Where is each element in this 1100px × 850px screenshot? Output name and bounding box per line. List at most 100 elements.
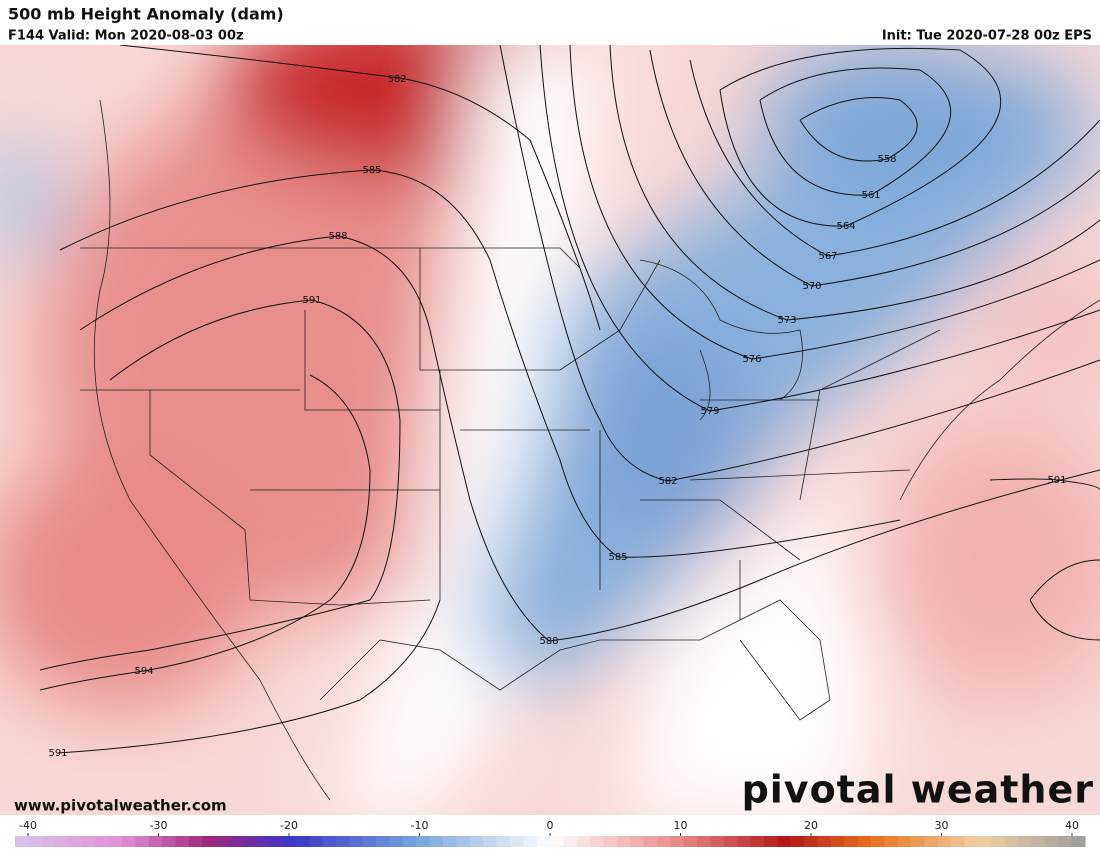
colorbar-swatch (657, 836, 671, 847)
colorbar-swatch (1071, 836, 1086, 847)
colorbar-swatch (817, 836, 832, 847)
contour-label: 591 (302, 295, 321, 306)
colorbar-swatch (937, 836, 952, 847)
colorbar-swatch (871, 836, 885, 847)
contour-label: 573 (777, 315, 796, 326)
colorbar-swatch (697, 836, 711, 847)
map (0, 45, 1100, 815)
contour-label: 585 (362, 165, 381, 176)
colorbar-swatch (229, 836, 243, 847)
contour-label: 582 (658, 476, 677, 487)
colorbar-swatch (897, 836, 912, 847)
contour-label: 588 (539, 636, 558, 647)
colorbar-swatch (777, 836, 792, 847)
colorbar-tick-label: 30 (935, 819, 949, 832)
colorbar-swatch (175, 836, 190, 847)
contour-label: 585 (608, 552, 627, 563)
colorbar-swatch (1031, 836, 1046, 847)
colorbar-swatch (376, 836, 390, 847)
colorbar-swatch (964, 836, 979, 847)
contour-label: 567 (818, 251, 837, 262)
colorbar-swatch (309, 836, 324, 847)
contour-label: 591 (48, 748, 67, 759)
colorbar-swatch (108, 836, 123, 847)
colorbar-swatch (737, 836, 752, 847)
colorbar-swatch (951, 836, 966, 847)
colorbar-swatch (496, 836, 511, 847)
colorbar-swatch (148, 836, 163, 847)
contour-labels: 582 585 588 591 558 561 564 567 570 573 576 579 582 5… (48, 74, 1066, 759)
colorbar-swatch (991, 836, 1006, 847)
colorbar-swatch (1018, 836, 1032, 847)
colorbar: -40 -30 -20 -10 0 10 20 30 40 (15, 819, 1086, 847)
colorbar-swatch (670, 836, 685, 847)
colorbar-swatch (884, 836, 899, 847)
colorbar-tick-label: 10 (674, 819, 688, 832)
colorbar-swatch (576, 836, 591, 847)
contour-label: 591 (1047, 475, 1066, 486)
colorbar-swatch (630, 836, 645, 847)
colorbar-swatch (255, 836, 270, 847)
colorbar-swatch (322, 836, 337, 847)
colorbar-swatch (135, 836, 150, 847)
borders (80, 99, 1100, 801)
contour-label: 576 (742, 354, 761, 365)
colorbar-tick-label: 0 (547, 819, 554, 832)
colorbar-swatch (95, 836, 110, 847)
init-time: Init: Tue 2020-07-28 00z EPS (882, 29, 1092, 44)
colorbar-swatch (28, 836, 43, 847)
colorbar-swatch (563, 836, 578, 847)
colorbar-swatch (336, 836, 350, 847)
colorbar-swatch (81, 836, 96, 847)
colorbar-tick-label: -20 (280, 819, 298, 832)
colorbar-swatch (911, 836, 925, 847)
valid-time: F144 Valid: Mon 2020-08-03 00z (8, 29, 244, 44)
colorbar-tick-label: -10 (411, 819, 429, 832)
contour-label: 564 (836, 221, 855, 232)
colorbar-swatch (402, 836, 417, 847)
colorbar-swatch (15, 836, 29, 847)
colorbar-swatch (804, 836, 818, 847)
colorbar-swatch (683, 836, 698, 847)
colorbar-swatch (764, 836, 778, 847)
colorbar-tick-label: 20 (804, 819, 818, 832)
contour-label: 582 (387, 74, 406, 85)
contour-label: 558 (877, 154, 896, 165)
colorbar-swatch (429, 836, 444, 847)
colorbar-swatch (362, 836, 377, 847)
colorbar-swatch (1058, 836, 1073, 847)
colorbar-swatch (790, 836, 805, 847)
colorbar-swatch (443, 836, 457, 847)
colorbar-swatch (269, 836, 283, 847)
colorbar-swatch (295, 836, 310, 847)
colorbar-swatch (710, 836, 725, 847)
colorbar-swatch (162, 836, 176, 847)
colorbar-swatch (723, 836, 738, 847)
colorbar-swatch (830, 836, 845, 847)
colorbar-swatch (349, 836, 364, 847)
colorbar-swatch (523, 836, 538, 847)
colorbar-swatch (469, 836, 484, 847)
colorbar-swatch (389, 836, 404, 847)
title: 500 mb Height Anomaly (dam) (8, 5, 284, 24)
colorbar-swatch (978, 836, 992, 847)
colorbar-swatch (188, 836, 203, 847)
website: www.pivotalweather.com (14, 797, 227, 815)
colorbar-swatch (536, 836, 551, 847)
colorbar-tick-label: 40 (1065, 819, 1079, 832)
logo: pivotal weather (742, 768, 1094, 812)
colorbar-swatch (483, 836, 497, 847)
colorbar-swatch (68, 836, 83, 847)
colorbar-swatch (1044, 836, 1059, 847)
colorbar-swatch (643, 836, 658, 847)
contour-label: 588 (328, 231, 347, 242)
colorbar-swatch (924, 836, 939, 847)
colorbar-swatch (844, 836, 859, 847)
colorbar-swatch (202, 836, 217, 847)
colorbar-swatch (857, 836, 872, 847)
contour-label: 594 (134, 666, 153, 677)
colorbar-swatch (1004, 836, 1019, 847)
contour-label: 570 (802, 281, 821, 292)
colorbar-swatch (509, 836, 524, 847)
